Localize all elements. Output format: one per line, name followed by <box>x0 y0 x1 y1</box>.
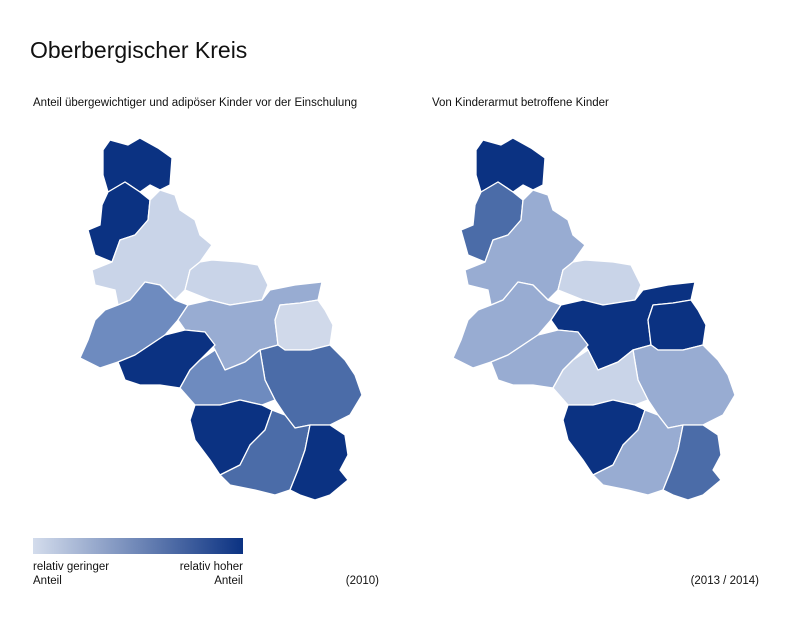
region <box>647 299 707 351</box>
map <box>452 137 736 501</box>
page-title: Oberbergischer Kreis <box>30 37 247 63</box>
region <box>184 259 269 306</box>
map-period: (2010) <box>346 575 379 587</box>
region <box>274 299 334 351</box>
region <box>219 409 311 496</box>
region <box>475 137 546 193</box>
region <box>179 349 276 406</box>
legend-label: relativ geringer <box>33 561 109 573</box>
region <box>632 344 736 429</box>
region <box>557 259 642 306</box>
map-period: (2013 / 2014) <box>691 575 760 587</box>
map <box>79 137 363 501</box>
region <box>552 349 649 406</box>
region <box>592 409 684 496</box>
legend-gradient <box>33 538 243 554</box>
map-subtitle: Anteil übergewichtiger und adipöser Kind… <box>33 97 357 109</box>
legend-label: Anteil <box>214 575 243 587</box>
region <box>662 424 722 501</box>
legend-label: Anteil <box>33 575 62 587</box>
region <box>259 344 363 429</box>
legend-label: relativ hoher <box>180 561 243 573</box>
region <box>102 137 173 193</box>
region <box>289 424 349 501</box>
map-subtitle: Von Kinderarmut betroffene Kinder <box>432 97 609 109</box>
